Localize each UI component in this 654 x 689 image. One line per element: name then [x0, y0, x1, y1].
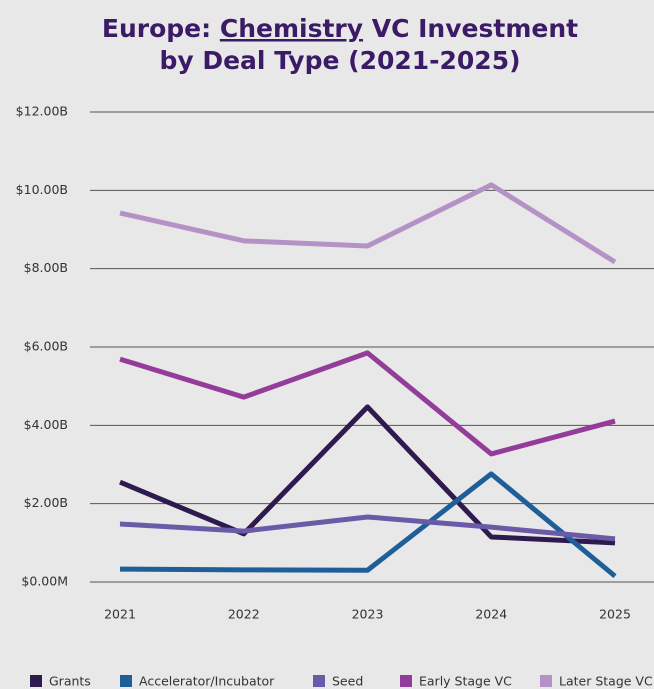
y-tick-label: $6.00B — [24, 339, 68, 354]
series-line — [119, 182, 617, 265]
legend-label: Early Stage VC — [419, 674, 512, 689]
legend-swatch — [313, 675, 325, 687]
y-tick-label: $4.00B — [24, 417, 68, 432]
y-tick-label: $12.00B — [16, 104, 68, 119]
legend-swatch — [400, 675, 412, 687]
legend-swatch — [120, 675, 132, 687]
x-tick-label: 2025 — [599, 607, 631, 622]
legend-swatch — [540, 675, 552, 687]
y-tick-label: $8.00B — [24, 260, 68, 275]
series-line — [119, 350, 616, 457]
chart-title: Europe: Chemistry VC Investment — [102, 14, 578, 43]
series-line — [119, 471, 617, 579]
title-emphasis: Chemistry — [220, 14, 363, 43]
title-part: VC Investment — [363, 14, 578, 43]
x-tick-label: 2022 — [228, 607, 260, 622]
y-tick-label: $0.00M — [21, 574, 68, 589]
title-part: Europe: — [102, 14, 220, 43]
series-line — [119, 404, 616, 546]
legend-label: Accelerator/Incubator — [139, 674, 275, 689]
x-tick-label: 2024 — [475, 607, 507, 622]
chart-title: by Deal Type (2021-2025) — [159, 46, 520, 75]
legend-label: Grants — [49, 674, 91, 689]
series-line — [119, 514, 616, 542]
legend-label: Seed — [332, 674, 363, 689]
x-tick-label: 2023 — [352, 607, 384, 622]
y-tick-label: $10.00B — [16, 182, 68, 197]
x-tick-label: 2021 — [104, 607, 136, 622]
y-tick-label: $2.00B — [24, 495, 68, 510]
legend-swatch — [30, 675, 42, 687]
legend-label: Later Stage VC — [559, 674, 653, 689]
